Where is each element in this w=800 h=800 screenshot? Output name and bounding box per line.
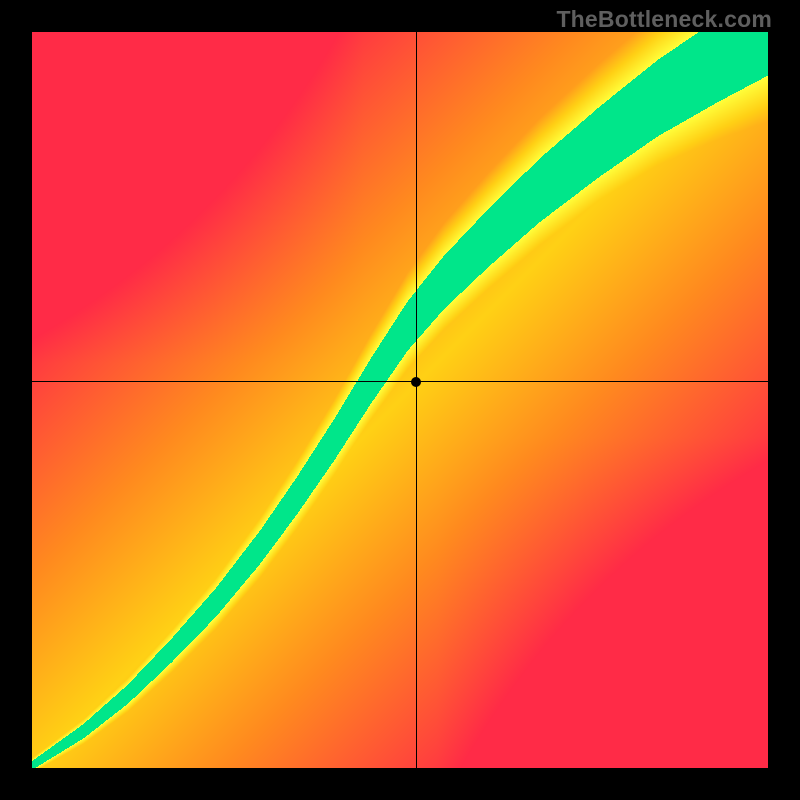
watermark-text: TheBottleneck.com <box>556 6 772 33</box>
crosshair-horizontal <box>32 381 768 382</box>
bottleneck-heatmap <box>32 32 768 768</box>
chart-container: TheBottleneck.com <box>0 0 800 800</box>
crosshair-vertical <box>416 32 417 768</box>
selection-marker <box>411 377 421 387</box>
